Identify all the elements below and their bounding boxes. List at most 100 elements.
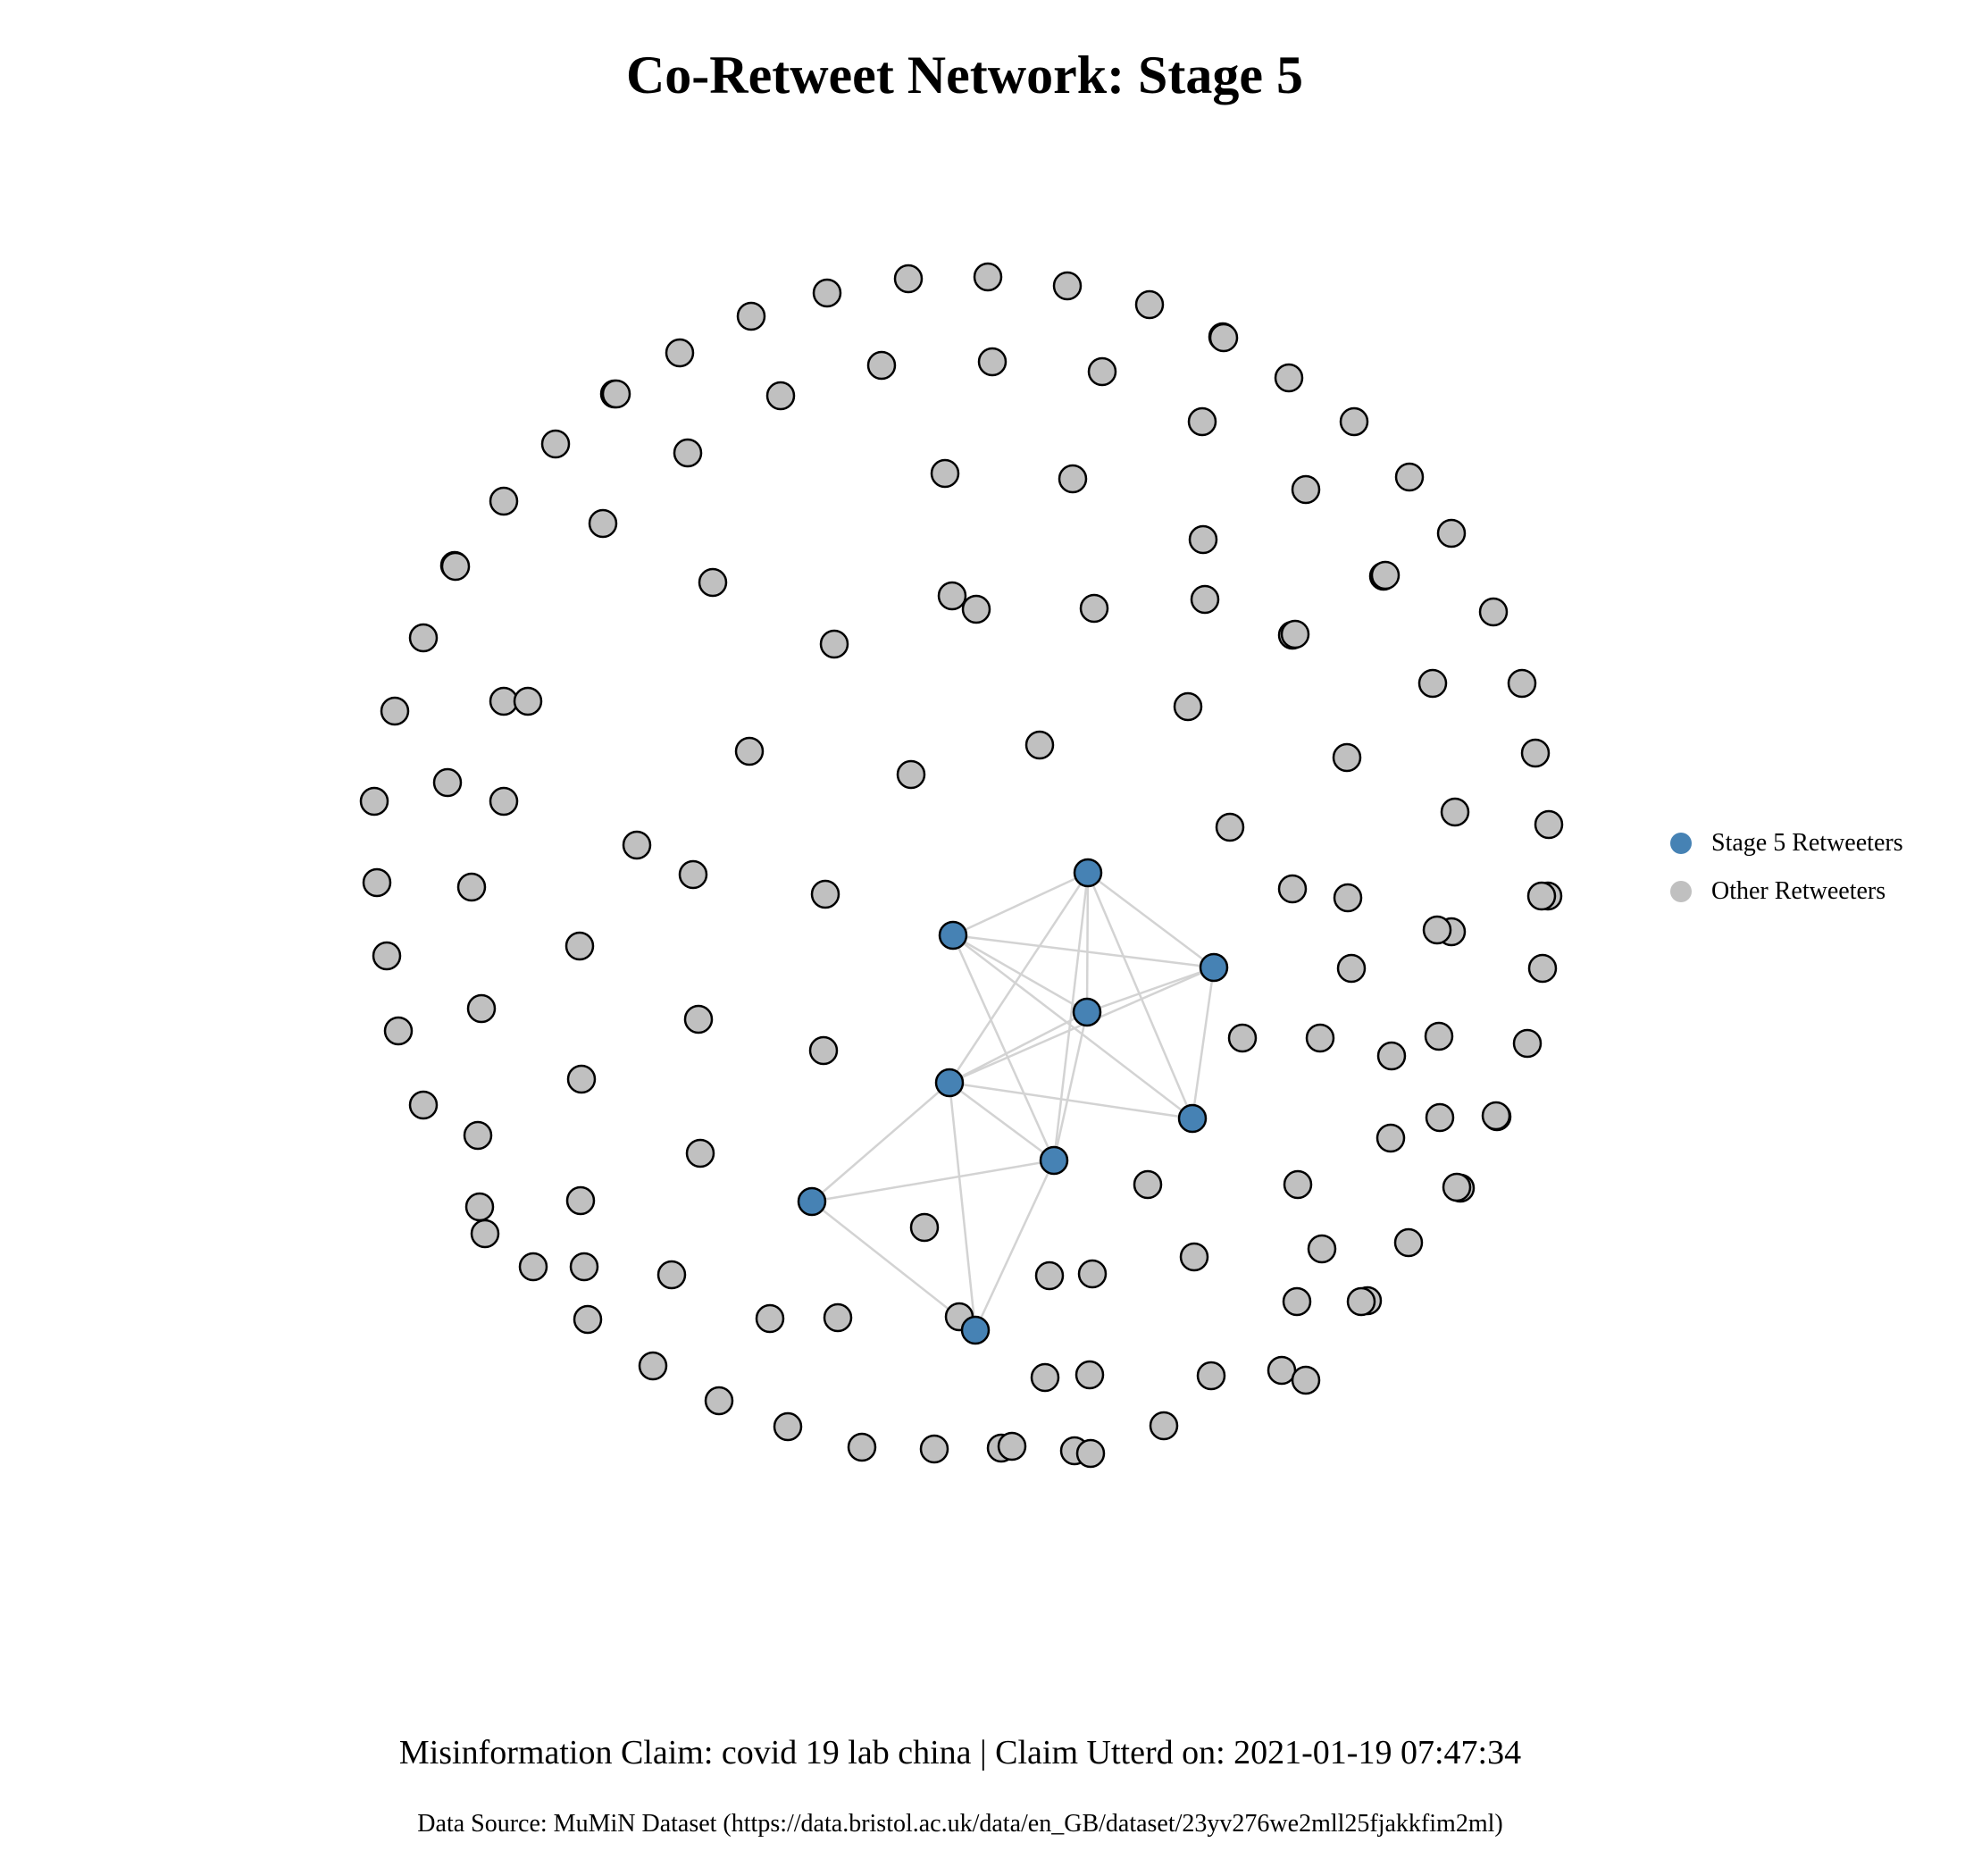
other-retweeter-node [808,1035,839,1066]
other-retweeter-node [973,262,1003,292]
other-retweeter-node [1512,1028,1543,1059]
other-retweeter-node [470,1219,500,1249]
other-retweeter-node [698,567,728,598]
other-retweeter-node [977,347,1008,377]
other-retweeter-node [997,1431,1027,1461]
stage-retweeter-node [1073,858,1103,888]
stage-retweeter-node [938,920,968,951]
other-retweeter-node [1267,1355,1297,1386]
legend-swatch-other [1670,881,1692,902]
claim-caption: Misinformation Claim: covid 19 lab china… [398,1734,1522,1771]
data-source-caption: Data Source: MuMiN Dataset (https://data… [417,1810,1503,1838]
network-edge [974,1160,1056,1331]
legend: Stage 5 Retweeters Other Retweeters [1670,819,1903,916]
other-retweeter-node [1527,953,1558,984]
other-retweeter-node [601,379,631,409]
stage-retweeter-node [934,1068,965,1098]
other-retweeter-node [1024,730,1055,760]
other-retweeter-node [673,438,703,468]
other-retweeter-node [893,264,924,294]
other-retweeter-node [566,1064,597,1094]
other-retweeter-node [930,458,960,489]
other-retweeter-node [896,759,926,790]
network-edge [949,1081,1055,1162]
other-retweeter-node [1305,1023,1335,1053]
other-retweeter-node [1052,271,1083,301]
network-edge [948,872,1090,1084]
other-retweeter-node [564,931,595,961]
network-edge [811,1159,1055,1203]
other-retweeter-node [1376,1041,1407,1071]
stage-retweeter-node [797,1186,827,1217]
network-edge [952,871,1089,937]
other-retweeter-node [1282,1286,1312,1317]
other-retweeter-node [569,1252,599,1282]
network-edge [952,934,1215,969]
other-retweeter-node [1277,874,1308,904]
other-retweeter-node [432,767,463,798]
other-retweeter-node [565,1185,596,1216]
network-edge [952,934,1088,1014]
stage-retweeter-node [1039,1145,1069,1176]
other-retweeter-node [1417,668,1448,699]
other-retweeter-node [937,581,967,611]
other-retweeter-node [678,859,708,890]
other-retweeter-node [1291,474,1321,505]
other-retweeter-node [736,301,766,331]
other-retweeter-node [1422,915,1452,945]
other-retweeter-node [909,1212,940,1243]
other-retweeter-node [1394,462,1425,492]
network-edge [1086,966,1215,1014]
other-retweeter-node [1179,1242,1209,1272]
other-retweeter-node [1034,1260,1065,1291]
other-retweeter-node [704,1386,734,1416]
other-retweeter-node [380,696,410,726]
network-edge [1052,1011,1089,1161]
stage-retweeter-node [1177,1103,1208,1134]
other-retweeter-node [1339,406,1369,437]
other-retweeter-node [588,508,618,539]
other-retweeter-node [765,381,796,411]
other-retweeter-node [1030,1362,1060,1393]
other-retweeter-node [1149,1411,1179,1441]
other-retweeter-node [1333,883,1363,913]
network-edge [948,1082,977,1331]
other-retweeter-node [463,1120,493,1151]
other-retweeter-node [573,1304,603,1335]
other-retweeter-node [489,486,519,516]
other-retweeter-node [961,594,991,624]
other-retweeter-node [847,1432,877,1462]
other-retweeter-node [1534,809,1564,840]
legend-item-other: Other Retweeters [1670,867,1903,916]
other-retweeter-node [734,736,765,766]
network-edge [811,1082,950,1202]
other-retweeter-node [359,786,389,817]
other-retweeter-node [1370,560,1401,590]
other-retweeter-node [1346,1286,1376,1317]
other-retweeter-node [383,1016,414,1046]
legend-label-other: Other Retweeters [1711,877,1886,905]
other-retweeter-node [1442,1172,1472,1202]
stage-retweeter-node [1072,997,1102,1027]
other-retweeter-node [466,993,497,1024]
other-retweeter-node [823,1302,853,1333]
legend-swatch-stage [1670,833,1692,854]
other-retweeter-node [489,686,519,716]
other-retweeter-node [1227,1023,1258,1053]
other-retweeter-node [665,338,695,368]
other-retweeter-node [1079,593,1109,624]
other-retweeter-node [372,941,402,971]
other-retweeter-node [1215,812,1245,842]
other-retweeter-node [362,867,392,898]
other-retweeter-node [408,1090,439,1120]
other-retweeter-node [656,1260,687,1290]
other-retweeter-node [1424,1021,1454,1051]
other-retweeter-node [1332,742,1362,773]
other-retweeter-node [1173,691,1203,722]
other-retweeter-node [1440,797,1470,827]
other-retweeter-node [1274,363,1304,393]
other-retweeter-node [1478,597,1509,627]
other-retweeter-node [1196,1361,1226,1391]
other-retweeter-node [1307,1234,1337,1264]
stage-retweeter-node [960,1315,991,1345]
